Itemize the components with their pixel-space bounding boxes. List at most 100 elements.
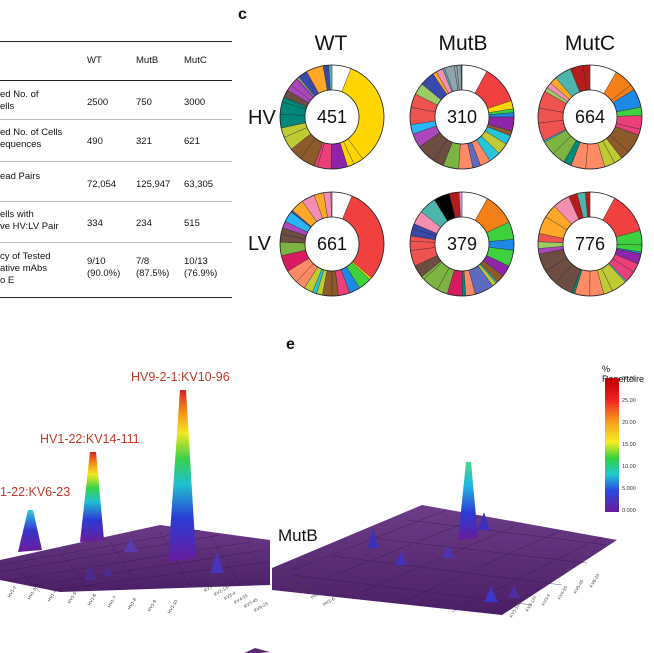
- svg-text:HV1-3: HV1-3: [27, 587, 38, 601]
- donut-hole: [304, 89, 360, 145]
- table-cell: 234: [136, 218, 152, 229]
- table-row-rule: [0, 119, 232, 120]
- surface-plot-e: HV1-2 HV1-3 HV1-4 HV1-5 HV1-6 KV1-110 KV…: [272, 462, 617, 619]
- table-top-rule: [0, 41, 232, 42]
- donut-wt-hv: 451: [278, 63, 386, 171]
- svg-text:KV3-4: KV3-4: [223, 590, 237, 601]
- table-cell: 334: [87, 218, 103, 229]
- surface-peak: [478, 512, 490, 530]
- svg-text:KV6-23: KV6-23: [589, 573, 601, 589]
- surface-peak: [124, 538, 138, 552]
- surface-peak: [395, 552, 407, 565]
- table-header-rule: [0, 80, 232, 81]
- surface-grid: [0, 529, 269, 593]
- table-cell: 490: [87, 136, 103, 147]
- table-cell: 2500: [87, 97, 109, 108]
- donut-outline: [409, 191, 515, 297]
- svg-text:HV1-6: HV1-6: [322, 596, 336, 607]
- surface-peak: [80, 452, 104, 542]
- svg-text:KV4-55: KV4-55: [557, 585, 569, 601]
- donut-outline: [537, 64, 643, 170]
- surface-floor: [272, 505, 617, 615]
- colorbar: [605, 378, 619, 512]
- svg-text:HV1-2: HV1-2: [7, 585, 18, 599]
- donut-count: 310: [446, 107, 478, 127]
- panel-e-label: MutB: [278, 526, 318, 545]
- table-cell: 515: [184, 218, 200, 229]
- panel-letter-e: e: [286, 336, 295, 353]
- surface-peak: [508, 585, 520, 598]
- colorbar-tick: 10.00: [622, 464, 636, 470]
- table-row-1-label: ed No. of ells: [0, 89, 39, 112]
- repertoire-table: WT MutB MutC ed No. of ells 2500 750 3000…: [0, 41, 236, 299]
- table-cell: 321: [136, 136, 152, 147]
- donut-count: 661: [316, 234, 348, 254]
- svg-text:HV1-5: HV1-5: [310, 589, 324, 600]
- svg-text:HV1-9: HV1-9: [147, 599, 158, 613]
- surface-grid: [291, 509, 608, 613]
- table-cell: 125,947: [136, 179, 171, 190]
- surface-peak: [484, 587, 498, 602]
- svg-text:HV1-3: HV1-3: [286, 575, 300, 586]
- surface-fragment: [244, 648, 270, 653]
- donut-count: 776: [574, 234, 606, 254]
- svg-text:HV1-10: HV1-10: [167, 598, 179, 614]
- surface-peak: [102, 566, 114, 576]
- donut-hole: [434, 89, 490, 145]
- table-cell: 3000: [184, 97, 206, 108]
- table-header-mutb: MutB: [136, 55, 159, 66]
- table-cell: 10/13 (76.9%): [184, 256, 218, 279]
- panel-letter-c: c: [238, 6, 247, 23]
- table-row-rule: [0, 201, 232, 202]
- table-row-rule: [0, 161, 232, 162]
- colorbar-tick: 5.000: [622, 486, 636, 492]
- peak-label-hv9-2-1: HV9-2-1:KV10-96: [131, 370, 230, 384]
- surface-peak: [168, 390, 196, 562]
- donut-count: 379: [446, 234, 478, 254]
- svg-text:KV3-4: KV3-4: [541, 593, 552, 607]
- donut-hole: [562, 216, 618, 272]
- colorbar-tick: 20.00: [622, 420, 636, 426]
- colorbar-title: % Repertoire: [602, 364, 645, 384]
- colorbar-tick: 0.000: [622, 508, 636, 514]
- row-label-lv: LV: [248, 233, 271, 255]
- table-cell: 72,054: [87, 179, 117, 190]
- table-row-2-label: ed No. of Cells equences: [0, 127, 63, 150]
- table-row-4-label: ells with ve HV:LV Pair: [0, 209, 59, 232]
- table-header-mutc: MutC: [184, 55, 207, 66]
- svg-text:HV1-4: HV1-4: [298, 582, 312, 593]
- peak-label-hv1-22-kv6: 1-22:KV6-23: [0, 485, 71, 499]
- donut-mutb-hv: 310: [408, 63, 516, 171]
- table-cell: 750: [136, 97, 152, 108]
- svg-text:HV1-8: HV1-8: [127, 597, 138, 611]
- donut-mutc-lv: 776: [536, 190, 644, 298]
- surface-peak: [368, 528, 378, 548]
- svg-text:HV1-6: HV1-6: [87, 593, 98, 607]
- table-row-3-label: ead Pairs: [0, 171, 41, 182]
- colorbar-tick: 30.00: [622, 376, 636, 382]
- column-title-mutb: MutB: [438, 32, 488, 55]
- donut-mutb-lv: 379: [408, 190, 516, 298]
- donut-count: 451: [316, 107, 348, 127]
- donut-outline: [409, 64, 515, 170]
- donut-outline: [279, 191, 385, 297]
- surface-peak: [18, 510, 42, 552]
- column-title-wt: WT: [314, 32, 348, 55]
- table-cell: 63,305: [184, 179, 214, 190]
- row-label-hv: HV: [248, 107, 276, 129]
- donut-mutc-hv: 664: [536, 63, 644, 171]
- table-row-5-label: cy of Tested ative mAbs o E: [0, 251, 51, 286]
- column-title-mutc: MutC: [564, 32, 616, 55]
- donut-wt-lv: 661: [278, 190, 386, 298]
- surface-peak: [442, 546, 454, 558]
- donut-hole: [304, 216, 360, 272]
- svg-text:HV1-2: HV1-2: [274, 568, 288, 579]
- surface-plot-d: HV1-2 HV1-3 HV1-4 HV1-5 HV1-6 HV1-7 HV1-…: [0, 390, 270, 653]
- table-cell: 621: [184, 136, 200, 147]
- surface-peak: [458, 462, 478, 540]
- table-cell: 9/10 (90.0%): [87, 256, 121, 279]
- svg-text:KV5-45: KV5-45: [573, 579, 585, 595]
- surface-peak: [210, 552, 224, 573]
- svg-text:HV1-5: HV1-5: [67, 591, 78, 605]
- table-row-rule: [0, 242, 232, 243]
